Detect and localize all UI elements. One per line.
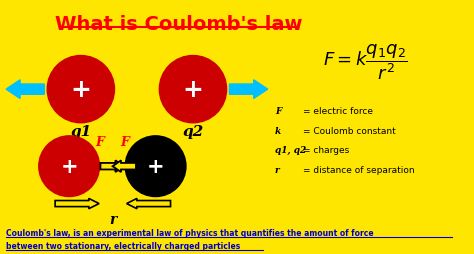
FancyArrow shape (229, 81, 268, 99)
Text: F: F (121, 135, 130, 148)
Text: +: + (147, 156, 164, 177)
Circle shape (125, 136, 186, 197)
Text: = electric force: = electric force (303, 106, 373, 115)
Text: Coulomb's law, is an experimental law of physics that quantifies the amount of f: Coulomb's law, is an experimental law of… (6, 228, 374, 237)
Text: F: F (275, 106, 281, 115)
Text: r: r (275, 165, 280, 174)
Text: $F = k\dfrac{q_1 q_2}{r^2}$: $F = k\dfrac{q_1 q_2}{r^2}$ (323, 42, 408, 82)
Text: q2: q2 (182, 125, 204, 139)
Circle shape (47, 56, 114, 123)
Circle shape (159, 56, 227, 123)
Circle shape (39, 136, 100, 197)
Text: between two stationary, electrically charged particles: between two stationary, electrically cha… (6, 241, 240, 250)
Text: +: + (60, 156, 78, 177)
Text: +: + (182, 78, 203, 102)
Text: r: r (109, 212, 116, 226)
FancyArrow shape (100, 161, 124, 172)
Text: What is Coulomb's law: What is Coulomb's law (55, 15, 303, 34)
Text: = Coulomb constant: = Coulomb constant (303, 126, 395, 135)
FancyArrow shape (55, 199, 99, 209)
FancyArrow shape (127, 199, 171, 209)
Text: F: F (95, 135, 104, 148)
Text: q1: q1 (70, 125, 91, 139)
Text: = charges: = charges (303, 146, 349, 155)
FancyArrow shape (113, 161, 136, 172)
Text: k: k (275, 126, 281, 135)
Text: +: + (70, 78, 91, 102)
Text: q1, q2: q1, q2 (275, 146, 306, 155)
Text: = distance of separation: = distance of separation (303, 165, 414, 174)
FancyArrow shape (6, 81, 45, 99)
